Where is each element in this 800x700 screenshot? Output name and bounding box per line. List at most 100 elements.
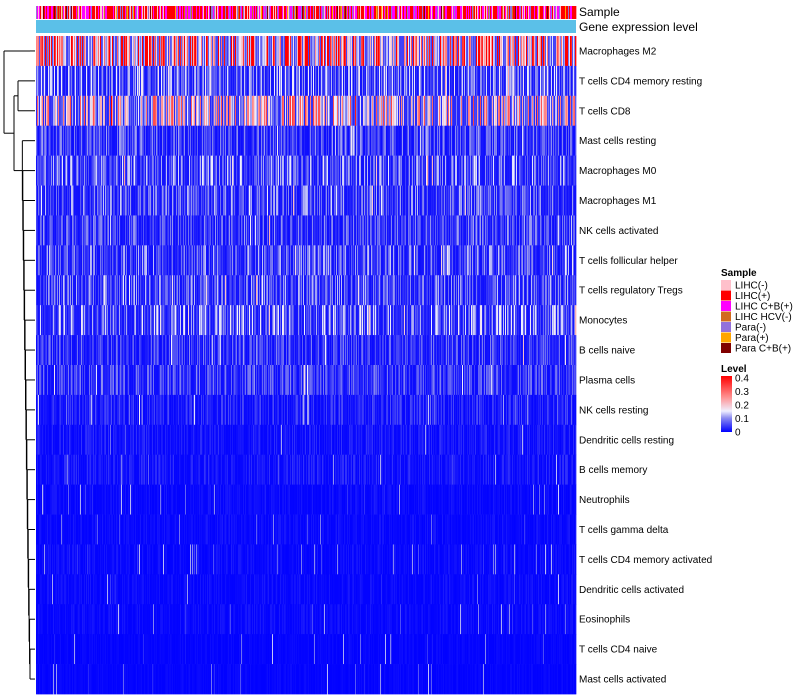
heatmap-cell <box>108 215 110 246</box>
heatmap-cell <box>242 215 244 246</box>
heatmap-cell <box>48 95 50 127</box>
heatmap-cell <box>54 36 56 67</box>
heatmap-cell <box>521 245 523 276</box>
heatmap-cell <box>286 65 288 97</box>
heatmap-cell <box>433 125 435 156</box>
heatmap-cell <box>276 185 278 216</box>
heatmap-cell <box>149 245 151 276</box>
sample-annotation-cell <box>123 6 125 19</box>
heatmap-cell <box>575 36 577 67</box>
sample-annotation-cell <box>556 6 558 19</box>
heatmap-cell <box>490 185 492 216</box>
heatmap-cell <box>397 36 399 67</box>
heatmap-cell <box>254 65 256 97</box>
heatmap-cell <box>402 155 404 186</box>
heatmap-cell <box>130 95 132 127</box>
heatmap-cell <box>125 125 127 156</box>
heatmap-cell <box>502 36 504 67</box>
heatmap-cell <box>155 155 157 186</box>
heatmap-cell <box>515 125 517 156</box>
heatmap-cell <box>309 95 311 127</box>
heatmap-cell <box>387 155 389 186</box>
heatmap-cell <box>206 95 208 127</box>
heatmap-cell <box>433 185 435 216</box>
heatmap-cell <box>168 95 170 127</box>
sample-annotation-cell <box>128 6 130 19</box>
heatmap-cell <box>40 275 42 306</box>
heatmap-cell <box>367 95 369 127</box>
heatmap-cell <box>514 65 516 97</box>
sample-annotation-cell <box>164 6 166 19</box>
sample-annotation-cell <box>392 6 394 19</box>
heatmap-cell <box>61 155 63 186</box>
heatmap-cell <box>206 36 208 67</box>
heatmap-cell <box>476 36 478 67</box>
heatmap-cell <box>103 36 105 67</box>
heatmap-cell <box>439 125 441 156</box>
heatmap-cell <box>515 95 517 127</box>
heatmap-cell <box>511 95 513 127</box>
heatmap-cell <box>320 155 322 186</box>
heatmap-cell <box>529 245 531 276</box>
sample-annotation-cell <box>400 6 402 19</box>
heatmap-cell <box>389 215 391 246</box>
heatmap-cell <box>351 65 353 97</box>
heatmap-cell <box>369 65 371 97</box>
heatmap-cell <box>182 245 184 276</box>
heatmap-cell <box>79 155 81 186</box>
sample-annotation-cell <box>205 6 207 19</box>
heatmap-cell <box>159 125 161 156</box>
heatmap-cell <box>445 65 447 97</box>
heatmap-cell <box>490 125 492 156</box>
heatmap-cell <box>504 185 506 216</box>
heatmap-cell <box>436 245 438 276</box>
sample-annotation-cell <box>136 6 138 19</box>
heatmap-cell <box>194 245 196 276</box>
heatmap-cell <box>141 155 143 186</box>
heatmap-cell <box>374 245 376 276</box>
heatmap-cell <box>420 155 422 186</box>
heatmap-cell <box>102 125 104 156</box>
heatmap-cell <box>469 215 471 246</box>
heatmap-cell <box>139 65 141 97</box>
heatmap-cell <box>110 36 112 67</box>
heatmap-cell <box>121 65 123 97</box>
heatmap-cell <box>342 245 344 276</box>
heatmap-cell <box>398 65 400 97</box>
heatmap-cell <box>215 185 217 216</box>
heatmap-cell <box>93 245 95 276</box>
heatmap-cell <box>225 215 227 246</box>
heatmap-cell <box>72 275 74 306</box>
heatmap-cell <box>568 185 570 216</box>
heatmap-cell <box>262 245 264 276</box>
heatmap-cell <box>499 36 501 67</box>
heatmap-cell <box>261 185 263 216</box>
heatmap-cell <box>311 185 313 216</box>
sample-annotation-cell <box>358 6 360 19</box>
heatmap-cell <box>532 95 534 127</box>
heatmap-cell <box>51 155 53 186</box>
heatmap-cell <box>42 125 44 156</box>
row-dendrogram <box>3 50 35 680</box>
heatmap-cell <box>260 95 262 127</box>
heatmap-cell <box>218 125 220 156</box>
heatmap-cell <box>466 185 468 216</box>
heatmap-cell <box>256 185 258 216</box>
heatmap-cell <box>257 125 259 156</box>
heatmap-cell <box>561 245 563 276</box>
heatmap-cell <box>320 215 322 246</box>
heatmap-cell <box>231 125 233 156</box>
heatmap-cell <box>205 95 207 127</box>
heatmap-cell <box>386 36 388 67</box>
heatmap-cell <box>405 95 407 127</box>
heatmap-cell <box>455 245 457 276</box>
heatmap-cell <box>67 275 69 306</box>
heatmap-cell <box>135 125 137 156</box>
heatmap-cell <box>248 125 250 156</box>
heatmap-cell <box>569 95 571 127</box>
heatmap-cell <box>74 155 76 186</box>
heatmap-row <box>36 155 577 186</box>
heatmap-cell <box>194 65 196 97</box>
heatmap-cell <box>479 155 481 186</box>
heatmap-cell <box>128 36 130 67</box>
